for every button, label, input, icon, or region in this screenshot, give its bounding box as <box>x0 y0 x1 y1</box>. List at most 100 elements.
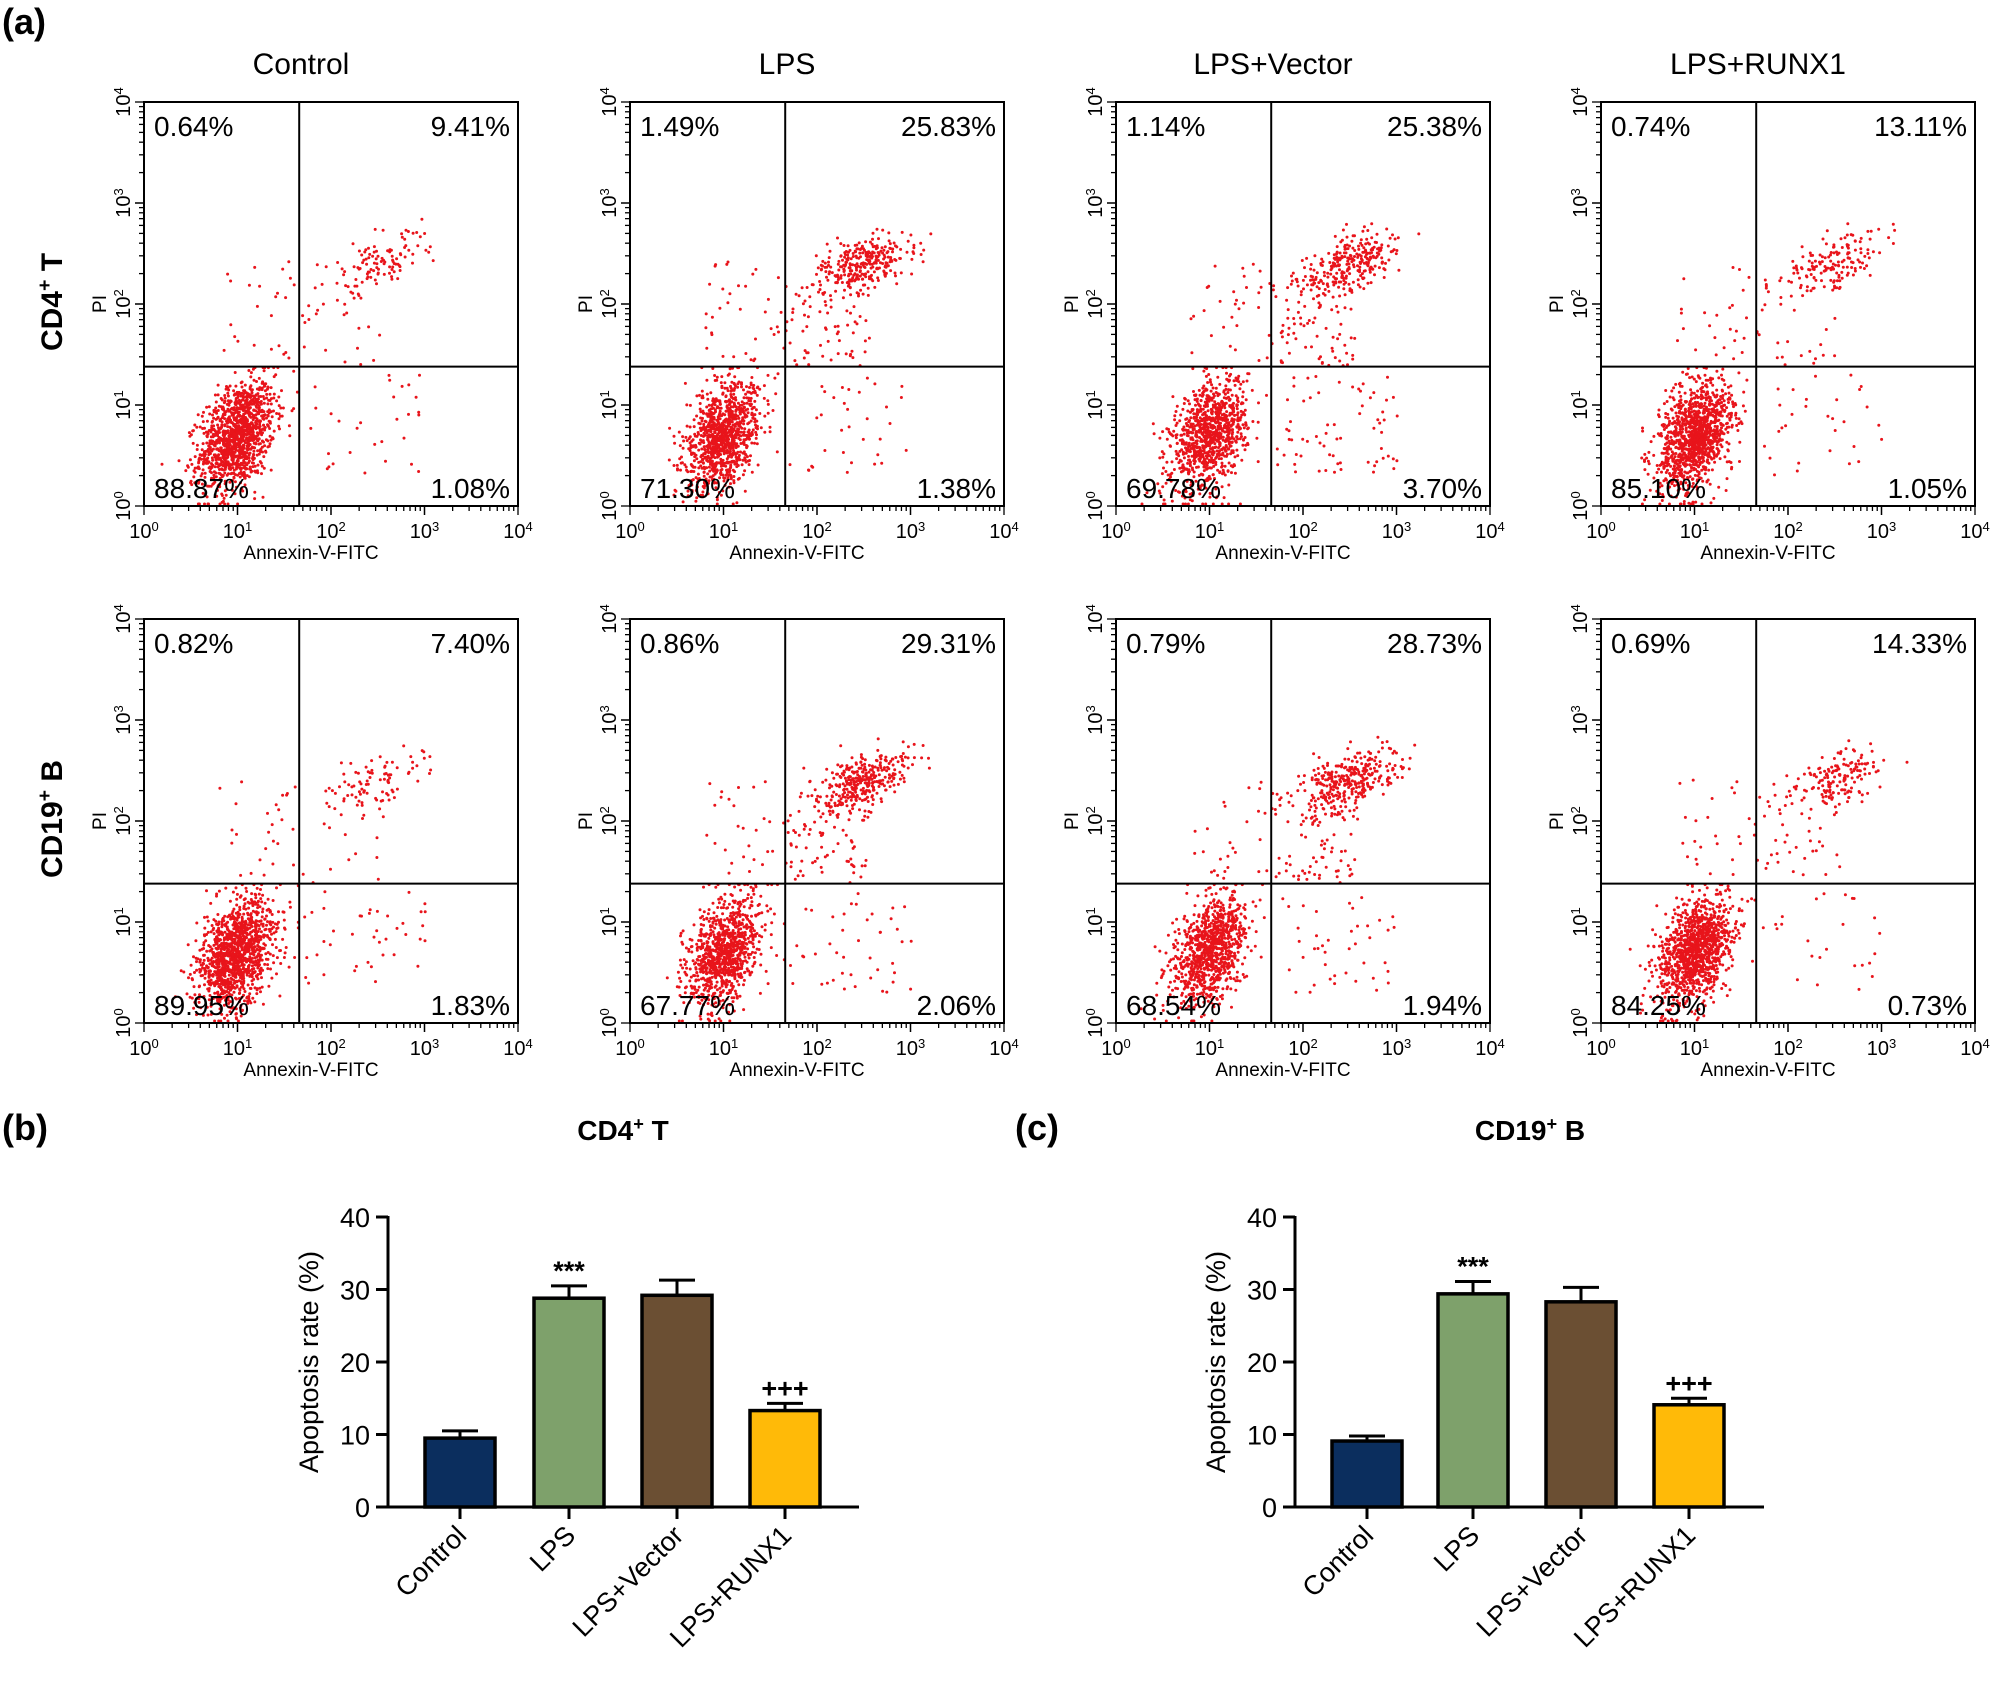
data-point <box>777 372 780 375</box>
data-point <box>872 232 875 235</box>
data-point <box>1339 461 1342 464</box>
data-point <box>208 405 211 408</box>
data-point <box>215 401 218 404</box>
data-point <box>884 245 887 248</box>
data-point <box>735 418 738 421</box>
data-point <box>1346 257 1349 260</box>
data-point <box>250 394 253 397</box>
data-point <box>1370 236 1373 239</box>
data-point <box>250 421 253 424</box>
data-point <box>1236 404 1239 407</box>
data-point <box>753 358 756 361</box>
data-point <box>1194 394 1197 397</box>
data-point <box>698 442 701 445</box>
data-point <box>1216 376 1219 379</box>
panel-label-b: (b) <box>2 1107 48 1148</box>
data-point <box>224 397 227 400</box>
data-point <box>1336 245 1339 248</box>
data-point <box>1351 386 1354 389</box>
data-point <box>1397 236 1400 239</box>
data-point <box>373 251 376 254</box>
data-point <box>1166 438 1169 441</box>
data-point <box>1257 291 1260 294</box>
x-tick-label: 101 <box>223 519 252 544</box>
data-point <box>1330 268 1333 271</box>
data-point <box>815 273 818 276</box>
data-point <box>1186 410 1189 413</box>
data-point <box>1214 446 1217 449</box>
data-point <box>1643 468 1646 471</box>
data-point <box>1216 469 1219 472</box>
data-point <box>1363 270 1366 273</box>
data-point <box>1179 414 1182 417</box>
data-point <box>1305 257 1308 260</box>
data-point <box>401 236 404 239</box>
data-point <box>178 459 181 462</box>
data-point <box>877 251 880 254</box>
data-point <box>1357 245 1360 248</box>
data-point <box>232 389 235 392</box>
data-point <box>815 254 818 257</box>
data-point <box>720 381 723 384</box>
data-point <box>1333 471 1336 474</box>
data-point <box>411 253 414 256</box>
data-point <box>1184 443 1187 446</box>
data-point <box>1211 417 1214 420</box>
data-point <box>727 462 730 465</box>
data-point <box>353 265 356 268</box>
data-point <box>849 293 852 296</box>
data-point <box>695 457 698 460</box>
data-point <box>850 461 853 464</box>
data-point <box>701 467 704 470</box>
data-point <box>1357 254 1360 257</box>
data-point <box>373 245 376 248</box>
data-point <box>1204 421 1207 424</box>
data-point <box>688 437 691 440</box>
data-point <box>905 449 908 452</box>
data-point <box>713 451 716 454</box>
data-point <box>735 501 738 504</box>
data-point <box>217 384 220 387</box>
data-point <box>713 412 716 415</box>
data-point <box>249 375 252 378</box>
data-point <box>203 450 206 453</box>
data-point <box>774 392 777 395</box>
data-point <box>1288 327 1291 330</box>
data-point <box>1353 249 1356 252</box>
data-point <box>380 440 383 443</box>
data-point <box>1302 400 1305 403</box>
data-point <box>1375 241 1378 244</box>
data-point <box>1386 376 1389 379</box>
data-point <box>695 394 698 397</box>
data-point <box>1257 421 1260 424</box>
data-point <box>910 258 913 261</box>
data-point <box>1218 426 1221 429</box>
data-point <box>1223 426 1226 429</box>
data-point <box>1223 455 1226 458</box>
data-point <box>824 266 827 269</box>
data-point <box>683 463 686 466</box>
data-point <box>238 467 241 470</box>
data-point <box>1259 270 1262 273</box>
data-point <box>1338 257 1341 260</box>
data-point <box>682 447 685 450</box>
data-point <box>1295 453 1298 456</box>
data-point <box>712 462 715 465</box>
data-point <box>881 229 884 232</box>
data-point <box>711 417 714 420</box>
data-point <box>1303 305 1306 308</box>
data-point <box>1395 459 1398 462</box>
data-point <box>412 232 415 235</box>
data-point <box>742 473 745 476</box>
panel-label-c: (c) <box>1015 1107 1059 1148</box>
data-point <box>230 408 233 411</box>
data-point <box>1216 406 1219 409</box>
data-point <box>1231 394 1234 397</box>
data-point <box>731 418 734 421</box>
data-point <box>354 278 357 281</box>
data-point <box>1652 435 1655 438</box>
data-point <box>206 462 209 465</box>
column-title: LPS+Vector <box>1193 48 1352 81</box>
data-point <box>1219 422 1222 425</box>
data-point <box>1338 381 1341 384</box>
